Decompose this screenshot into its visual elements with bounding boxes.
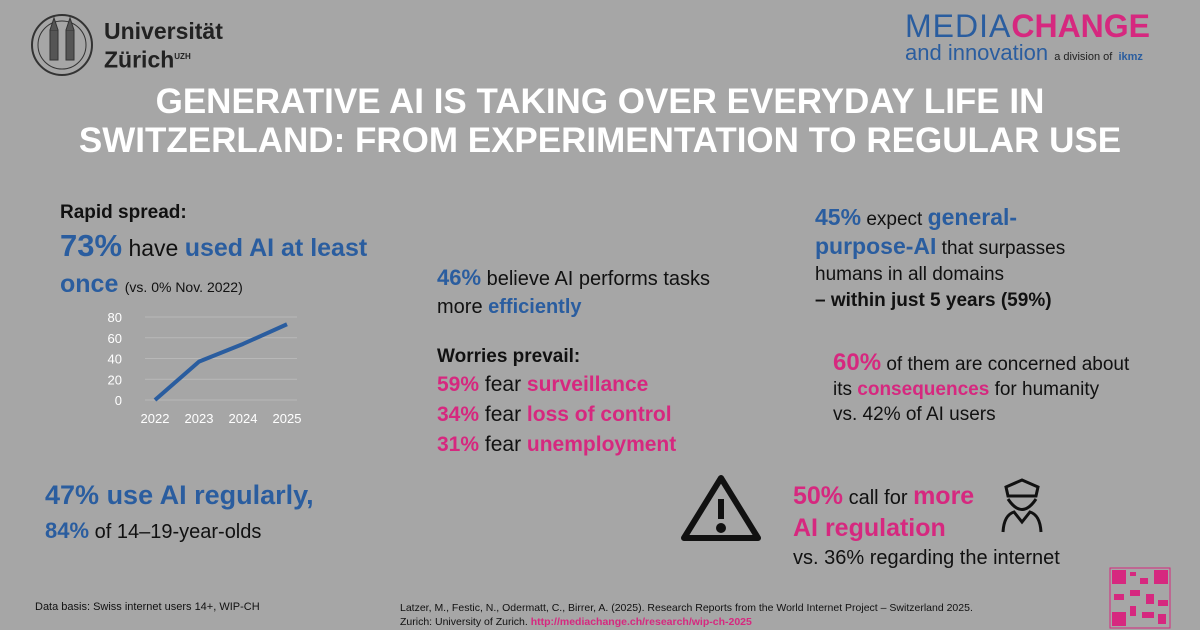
highlight: more	[913, 482, 975, 510]
highlight: purpose-AI	[815, 233, 937, 259]
text: for humanity	[994, 379, 1100, 400]
pct: 31%	[437, 433, 480, 456]
uzh-seal	[31, 14, 93, 76]
text: vs. 42% of AI users	[833, 404, 996, 425]
mc-ikmz: ikmz	[1118, 51, 1143, 63]
efficiency: 46% believe AI performs tasks more effic…	[437, 264, 710, 321]
highlight: once	[60, 270, 119, 298]
highlight: general-	[927, 204, 1018, 230]
agi: 45% expect general- purpose-AI that surp…	[815, 204, 1065, 314]
mc-division: a division of	[1054, 51, 1113, 63]
title-line: SWITZERLAND: FROM EXPERIMENTATION TO REG…	[78, 121, 1122, 160]
x-tick-label: 2025	[273, 411, 302, 426]
ref-line: Latzer, M., Festic, N., Odermatt, C., Bi…	[400, 602, 973, 614]
y-tick-label: 0	[115, 393, 122, 408]
officer-icon	[1001, 478, 1043, 533]
highlight: consequences	[857, 379, 990, 400]
worry: 34% fear loss of control	[437, 400, 676, 430]
mc-media: MEDIA	[905, 8, 1012, 44]
title: GENERATIVE AI IS TAKING OVER EVERYDAY LI…	[0, 82, 1200, 160]
x-tick-label: 2022	[141, 411, 170, 426]
bold-text: – within just 5 years	[815, 290, 996, 311]
line	[153, 322, 288, 402]
text: believe AI performs tasks	[486, 268, 711, 290]
highlight: unemployment	[526, 433, 677, 456]
spread-text: 73% have used AI at least once (vs. 0% N…	[60, 228, 367, 305]
pct: 50%	[793, 482, 844, 510]
uzh-logo: Universität ZürichUZH	[104, 18, 223, 73]
text: vs. 36% regarding the internet	[793, 547, 1060, 569]
mc-logo: MEDIACHANGE and innovation a division of…	[905, 10, 1150, 68]
text: more	[437, 296, 483, 318]
text: that surpasses	[941, 238, 1066, 259]
pct: 59%	[437, 373, 480, 396]
ref-line: Zurich: University of Zurich.	[400, 616, 528, 628]
pct: 34%	[437, 403, 480, 426]
note: (vs. 0% Nov. 2022)	[124, 279, 243, 295]
pct: 73%	[60, 228, 123, 263]
pct: 60%	[833, 349, 882, 376]
worries-list: 59% fear surveillance 34% fear loss of co…	[437, 370, 676, 460]
worry: 59% fear surveillance	[437, 370, 676, 400]
uzh-sup: UZH	[174, 52, 191, 61]
concern: 60% of them are concerned about its cons…	[833, 350, 1129, 427]
uzh-line1: Universität	[104, 18, 223, 44]
y-tick-label: 20	[108, 372, 122, 387]
worry: 31% fear unemployment	[437, 430, 676, 460]
y-tick-label: 80	[108, 310, 122, 325]
highlight: AI regulation	[793, 514, 946, 542]
reference: Latzer, M., Festic, N., Odermatt, C., Bi…	[400, 601, 973, 629]
text: of 14–19-year-olds	[94, 521, 262, 543]
uzh-name: Zürich	[104, 46, 175, 73]
text: its	[833, 379, 852, 400]
pct: 84%	[45, 518, 90, 543]
x-tick-label: 2023	[185, 411, 214, 426]
highlight: surveillance	[526, 373, 649, 396]
pct: 46%	[437, 265, 482, 290]
highlight: efficiently	[488, 296, 582, 318]
title-line: GENERATIVE AI IS TAKING OVER EVERYDAY LI…	[155, 82, 1045, 121]
y-tick-label: 40	[108, 352, 122, 367]
mc-and: and innovation	[905, 40, 1049, 65]
line-chart: 0 20 40 60 80 2022 2023 2024 2025	[108, 310, 302, 426]
text: expect	[866, 209, 923, 230]
highlight: loss of control	[526, 403, 672, 426]
pct: 47%	[45, 480, 100, 510]
link[interactable]: http://mediachange.ch/research/wip-ch-20…	[530, 616, 752, 628]
text: call for	[848, 487, 908, 509]
highlight: used AI at least	[184, 234, 368, 262]
mc-change: CHANGE	[1011, 8, 1151, 44]
spread-heading: Rapid spread:	[60, 202, 187, 223]
highlight: use AI regularly,	[106, 480, 314, 510]
pct: 45%	[815, 204, 862, 230]
data-basis: Data basis: Swiss internet users 14+, WI…	[35, 601, 260, 613]
x-tick-label: 2024	[229, 411, 258, 426]
regular: 47% use AI regularly, 84% of 14–19-year-…	[45, 477, 314, 550]
qr-code	[1109, 567, 1171, 629]
text: of them are concerned about	[886, 354, 1130, 375]
uzh-line2: ZürichUZH	[104, 44, 223, 73]
text: fear	[484, 403, 522, 426]
worries-heading: Worries prevail:	[437, 346, 581, 367]
text: fear	[484, 373, 522, 396]
text: humans in all domains	[815, 264, 1005, 285]
regulation: 50% call for more AI regulation vs. 36% …	[793, 481, 1060, 573]
bold-text: (59%)	[1000, 290, 1052, 311]
warning-icon	[681, 475, 761, 541]
text: fear	[484, 433, 522, 456]
text: have	[128, 235, 179, 261]
y-tick-label: 60	[108, 331, 122, 346]
